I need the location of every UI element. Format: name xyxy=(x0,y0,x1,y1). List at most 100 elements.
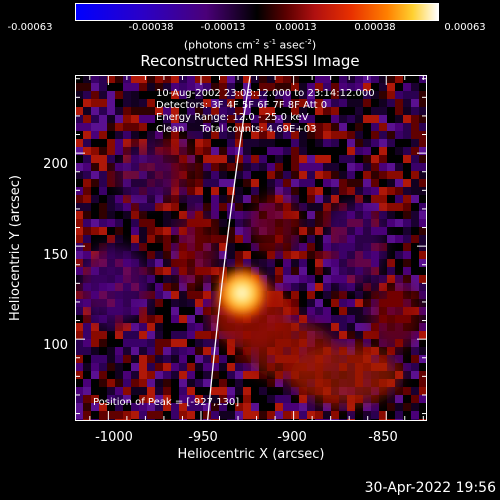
image-pixel xyxy=(267,131,275,139)
image-pixel xyxy=(219,75,227,83)
image-pixel xyxy=(187,187,195,195)
image-pixel xyxy=(315,411,323,419)
image-pixel xyxy=(275,283,283,291)
image-pixel xyxy=(227,115,235,123)
image-pixel xyxy=(259,123,267,131)
image-pixel xyxy=(283,99,291,107)
image-pixel xyxy=(259,147,267,155)
image-pixel xyxy=(227,387,235,395)
energy-range-text: Energy Range: 12.0 - 25.0 keV xyxy=(156,112,309,123)
image-pixel xyxy=(131,235,139,243)
image-pixel xyxy=(195,195,203,203)
image-pixel xyxy=(339,315,347,323)
image-pixel xyxy=(195,339,203,347)
image-pixel xyxy=(419,179,427,187)
image-pixel xyxy=(227,123,235,131)
image-pixel xyxy=(147,387,155,395)
image-pixel xyxy=(155,379,163,387)
image-pixel xyxy=(211,403,219,411)
image-pixel xyxy=(363,307,371,315)
image-pixel xyxy=(99,387,107,395)
image-pixel xyxy=(75,83,83,91)
image-pixel xyxy=(387,347,395,355)
image-pixel xyxy=(315,307,323,315)
image-pixel xyxy=(211,227,219,235)
image-pixel xyxy=(299,395,307,403)
image-pixel xyxy=(187,107,195,115)
image-pixel xyxy=(339,291,347,299)
image-pixel xyxy=(147,99,155,107)
image-pixel xyxy=(267,171,275,179)
image-pixel xyxy=(75,91,83,99)
image-pixel xyxy=(267,75,275,83)
image-pixel xyxy=(307,227,315,235)
image-pixel xyxy=(355,131,363,139)
image-pixel xyxy=(355,403,363,411)
image-pixel xyxy=(339,139,347,147)
image-pixel xyxy=(83,139,91,147)
image-pixel xyxy=(203,395,211,403)
image-pixel xyxy=(203,323,211,331)
image-pixel xyxy=(315,315,323,323)
image-pixel xyxy=(83,243,91,251)
image-pixel xyxy=(379,219,387,227)
image-pixel xyxy=(299,83,307,91)
image-pixel xyxy=(283,275,291,283)
image-pixel xyxy=(107,339,115,347)
image-pixel xyxy=(139,227,147,235)
image-pixel xyxy=(115,363,123,371)
image-pixel xyxy=(379,115,387,123)
image-pixel xyxy=(291,283,299,291)
image-pixel xyxy=(203,291,211,299)
plot-frame xyxy=(75,75,427,421)
image-pixel xyxy=(379,75,387,83)
image-pixel xyxy=(331,195,339,203)
image-pixel xyxy=(347,139,355,147)
image-pixel xyxy=(411,339,419,347)
image-pixel xyxy=(275,155,283,163)
image-pixel xyxy=(163,227,171,235)
image-pixel xyxy=(347,115,355,123)
image-pixel xyxy=(315,403,323,411)
image-pixel xyxy=(171,371,179,379)
image-pixel xyxy=(339,107,347,115)
image-pixel xyxy=(139,307,147,315)
image-pixel xyxy=(315,211,323,219)
image-pixel xyxy=(291,147,299,155)
image-pixel xyxy=(139,331,147,339)
image-pixel xyxy=(187,411,195,419)
image-pixel xyxy=(195,315,203,323)
image-pixel xyxy=(387,163,395,171)
image-pixel xyxy=(131,131,139,139)
image-pixel xyxy=(379,211,387,219)
image-pixel xyxy=(211,147,219,155)
image-pixel xyxy=(339,83,347,91)
image-pixel xyxy=(115,139,123,147)
image-pixel xyxy=(115,235,123,243)
image-pixel xyxy=(83,131,91,139)
image-pixel xyxy=(315,99,323,107)
colorbar xyxy=(75,3,439,21)
image-pixel xyxy=(419,331,427,339)
image-pixel xyxy=(163,123,171,131)
image-pixel xyxy=(227,195,235,203)
image-pixel xyxy=(411,99,419,107)
image-pixel xyxy=(219,347,227,355)
image-pixel xyxy=(83,355,91,363)
image-pixel xyxy=(211,107,219,115)
image-pixel xyxy=(83,339,91,347)
image-pixel xyxy=(123,203,131,211)
image-pixel xyxy=(395,75,403,83)
image-pixel xyxy=(107,371,115,379)
image-pixel xyxy=(171,307,179,315)
image-pixel xyxy=(331,171,339,179)
image-pixel xyxy=(227,155,235,163)
image-pixel xyxy=(171,347,179,355)
image-pixel xyxy=(203,187,211,195)
image-pixel xyxy=(419,291,427,299)
image-pixel xyxy=(387,179,395,187)
image-pixel xyxy=(275,115,283,123)
image-pixel xyxy=(203,355,211,363)
image-pixel xyxy=(179,339,187,347)
image-pixel xyxy=(171,411,179,419)
